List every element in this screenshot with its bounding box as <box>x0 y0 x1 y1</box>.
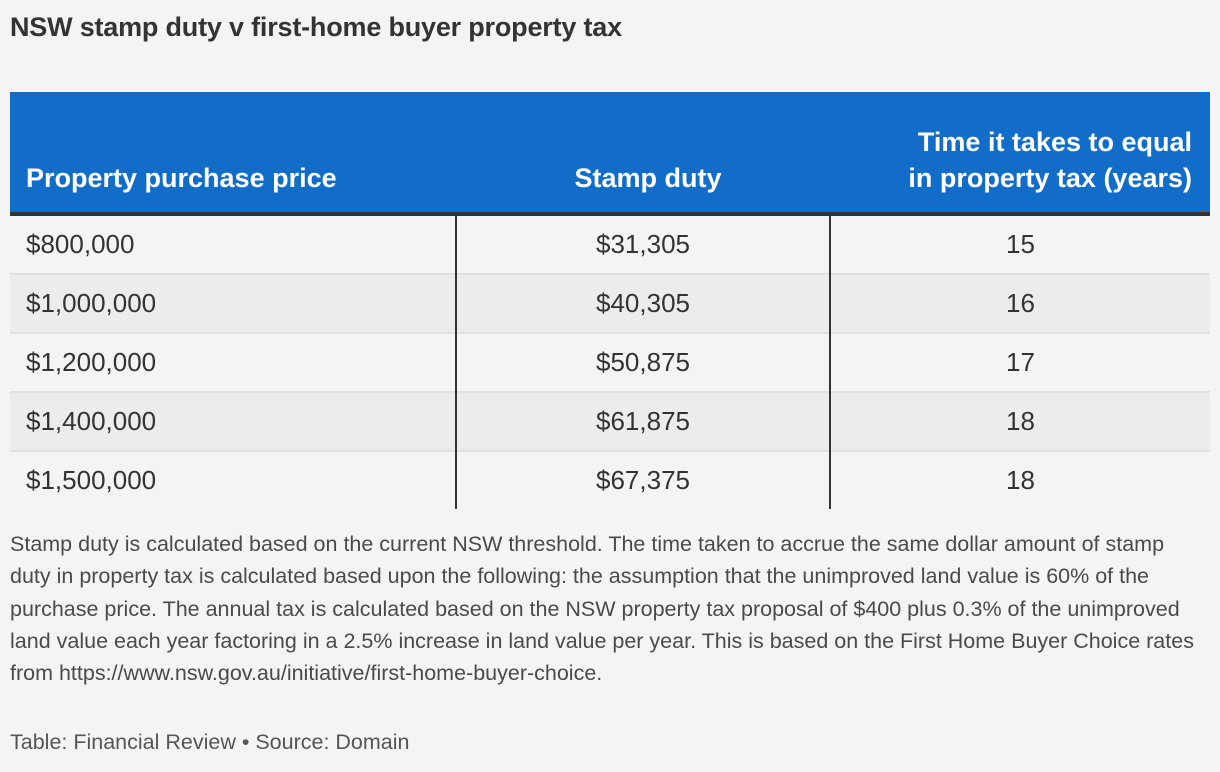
table-row: $1,000,000 $40,305 16 <box>10 273 1210 333</box>
cell-years: 16 <box>830 273 1210 333</box>
cell-years: 18 <box>830 450 1210 509</box>
column-header-stamp-duty: Stamp duty <box>456 92 830 216</box>
column-header-years: Time it takes to equal in property tax (… <box>830 92 1210 216</box>
cell-price: $1,400,000 <box>10 391 456 451</box>
cell-years: 18 <box>830 391 1210 451</box>
cell-stamp-duty: $61,875 <box>455 391 831 451</box>
source-credit: Table: Financial Review • Source: Domain <box>10 730 410 754</box>
methodology-notes: Stamp duty is calculated based on the cu… <box>10 532 1194 686</box>
cell-price: $1,000,000 <box>10 273 456 333</box>
cell-stamp-duty: $31,305 <box>455 214 831 274</box>
cell-price: $800,000 <box>26 229 135 259</box>
cell-stamp-duty: $40,305 <box>455 273 831 333</box>
cell-years: 15 <box>1006 229 1035 259</box>
column-header-years-line2: in property tax (years) <box>908 163 1192 193</box>
cell-price: $1,200,000 <box>10 332 456 392</box>
cell-stamp-duty: $67,375 <box>455 450 831 509</box>
table-row: $1,500,000 $67,375 18 <box>10 450 1210 509</box>
table-row: $1,400,000 $61,875 18 <box>10 391 1210 451</box>
data-table-container: Property purchase price Stamp duty Time … <box>10 92 1210 509</box>
table-header-row: Property purchase price Stamp duty Time … <box>10 92 1210 216</box>
cell-price: $1,500,000 <box>10 450 456 509</box>
table-row: $800,000 $31,305 15 <box>10 214 1210 274</box>
chart-title: NSW stamp duty v first-home buyer proper… <box>10 12 622 42</box>
column-header-years-line1: Time it takes to equal <box>917 127 1192 157</box>
data-table: Property purchase price Stamp duty Time … <box>10 92 1210 509</box>
column-header-price: Property purchase price <box>10 92 456 216</box>
cell-stamp-duty: $50,875 <box>455 332 831 392</box>
table-row: $1,200,000 $50,875 17 <box>10 332 1210 392</box>
cell-years: 17 <box>830 332 1210 392</box>
